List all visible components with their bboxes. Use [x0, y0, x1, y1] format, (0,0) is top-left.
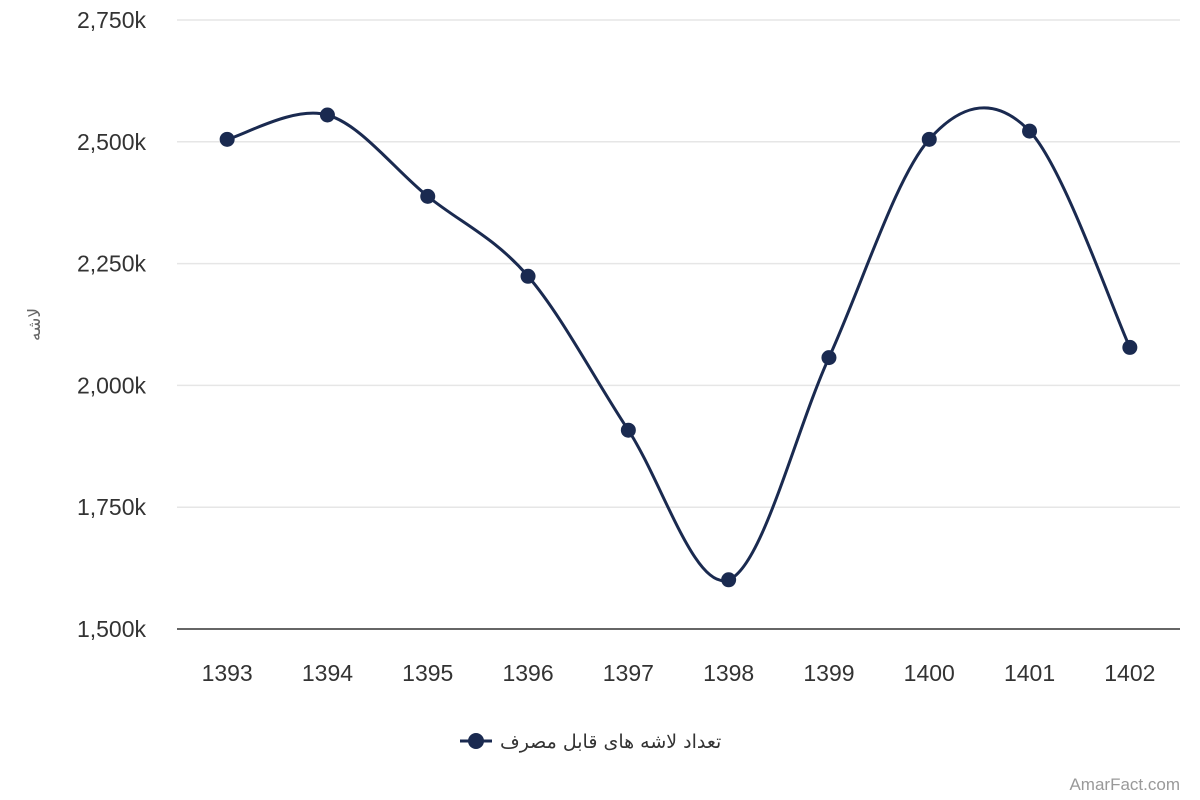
y-tick-label: 1,750k	[77, 494, 147, 520]
x-tick-label: 1397	[603, 660, 654, 686]
y-tick-label: 1,500k	[77, 616, 147, 642]
data-point[interactable]	[921, 131, 937, 147]
data-point[interactable]	[721, 572, 737, 588]
x-tick-label: 1401	[1004, 660, 1055, 686]
data-point[interactable]	[319, 107, 335, 123]
data-point[interactable]	[420, 188, 436, 204]
gridlines	[177, 19, 1180, 508]
x-tick-label: 1400	[904, 660, 955, 686]
series-line	[225, 106, 1132, 583]
y-axis-tick-labels: 1,500k 1,750k 2,000k 2,250k 2,500k 2,750k	[77, 7, 147, 642]
credit-text[interactable]: AmarFact.com	[1069, 775, 1180, 794]
x-tick-label: 1398	[703, 660, 754, 686]
x-tick-label: 1402	[1104, 660, 1155, 686]
data-point[interactable]	[219, 131, 235, 147]
legend-label: تعداد لاشه های قابل مصرف	[500, 731, 721, 753]
x-tick-label: 1393	[202, 660, 253, 686]
x-tick-label: 1396	[502, 660, 553, 686]
y-tick-label: 2,250k	[77, 251, 147, 277]
series-markers	[219, 107, 1138, 588]
data-point[interactable]	[620, 422, 636, 438]
y-tick-label: 2,750k	[77, 7, 147, 33]
x-tick-label: 1399	[803, 660, 854, 686]
x-tick-label: 1394	[302, 660, 353, 686]
legend[interactable]: تعداد لاشه های قابل مصرف	[460, 731, 721, 753]
data-point[interactable]	[821, 350, 837, 366]
y-tick-label: 2,000k	[77, 372, 147, 398]
data-point[interactable]	[1022, 123, 1038, 139]
x-tick-label: 1395	[402, 660, 453, 686]
y-axis-title: لاشه	[25, 308, 45, 341]
y-tick-label: 2,500k	[77, 129, 147, 155]
data-point[interactable]	[1122, 339, 1138, 355]
data-point[interactable]	[520, 268, 536, 284]
legend-symbol-marker	[468, 733, 484, 749]
x-axis-tick-labels: 1393 1394 1395 1396 1397 1398 1399 1400 1401 1402	[202, 660, 1156, 686]
